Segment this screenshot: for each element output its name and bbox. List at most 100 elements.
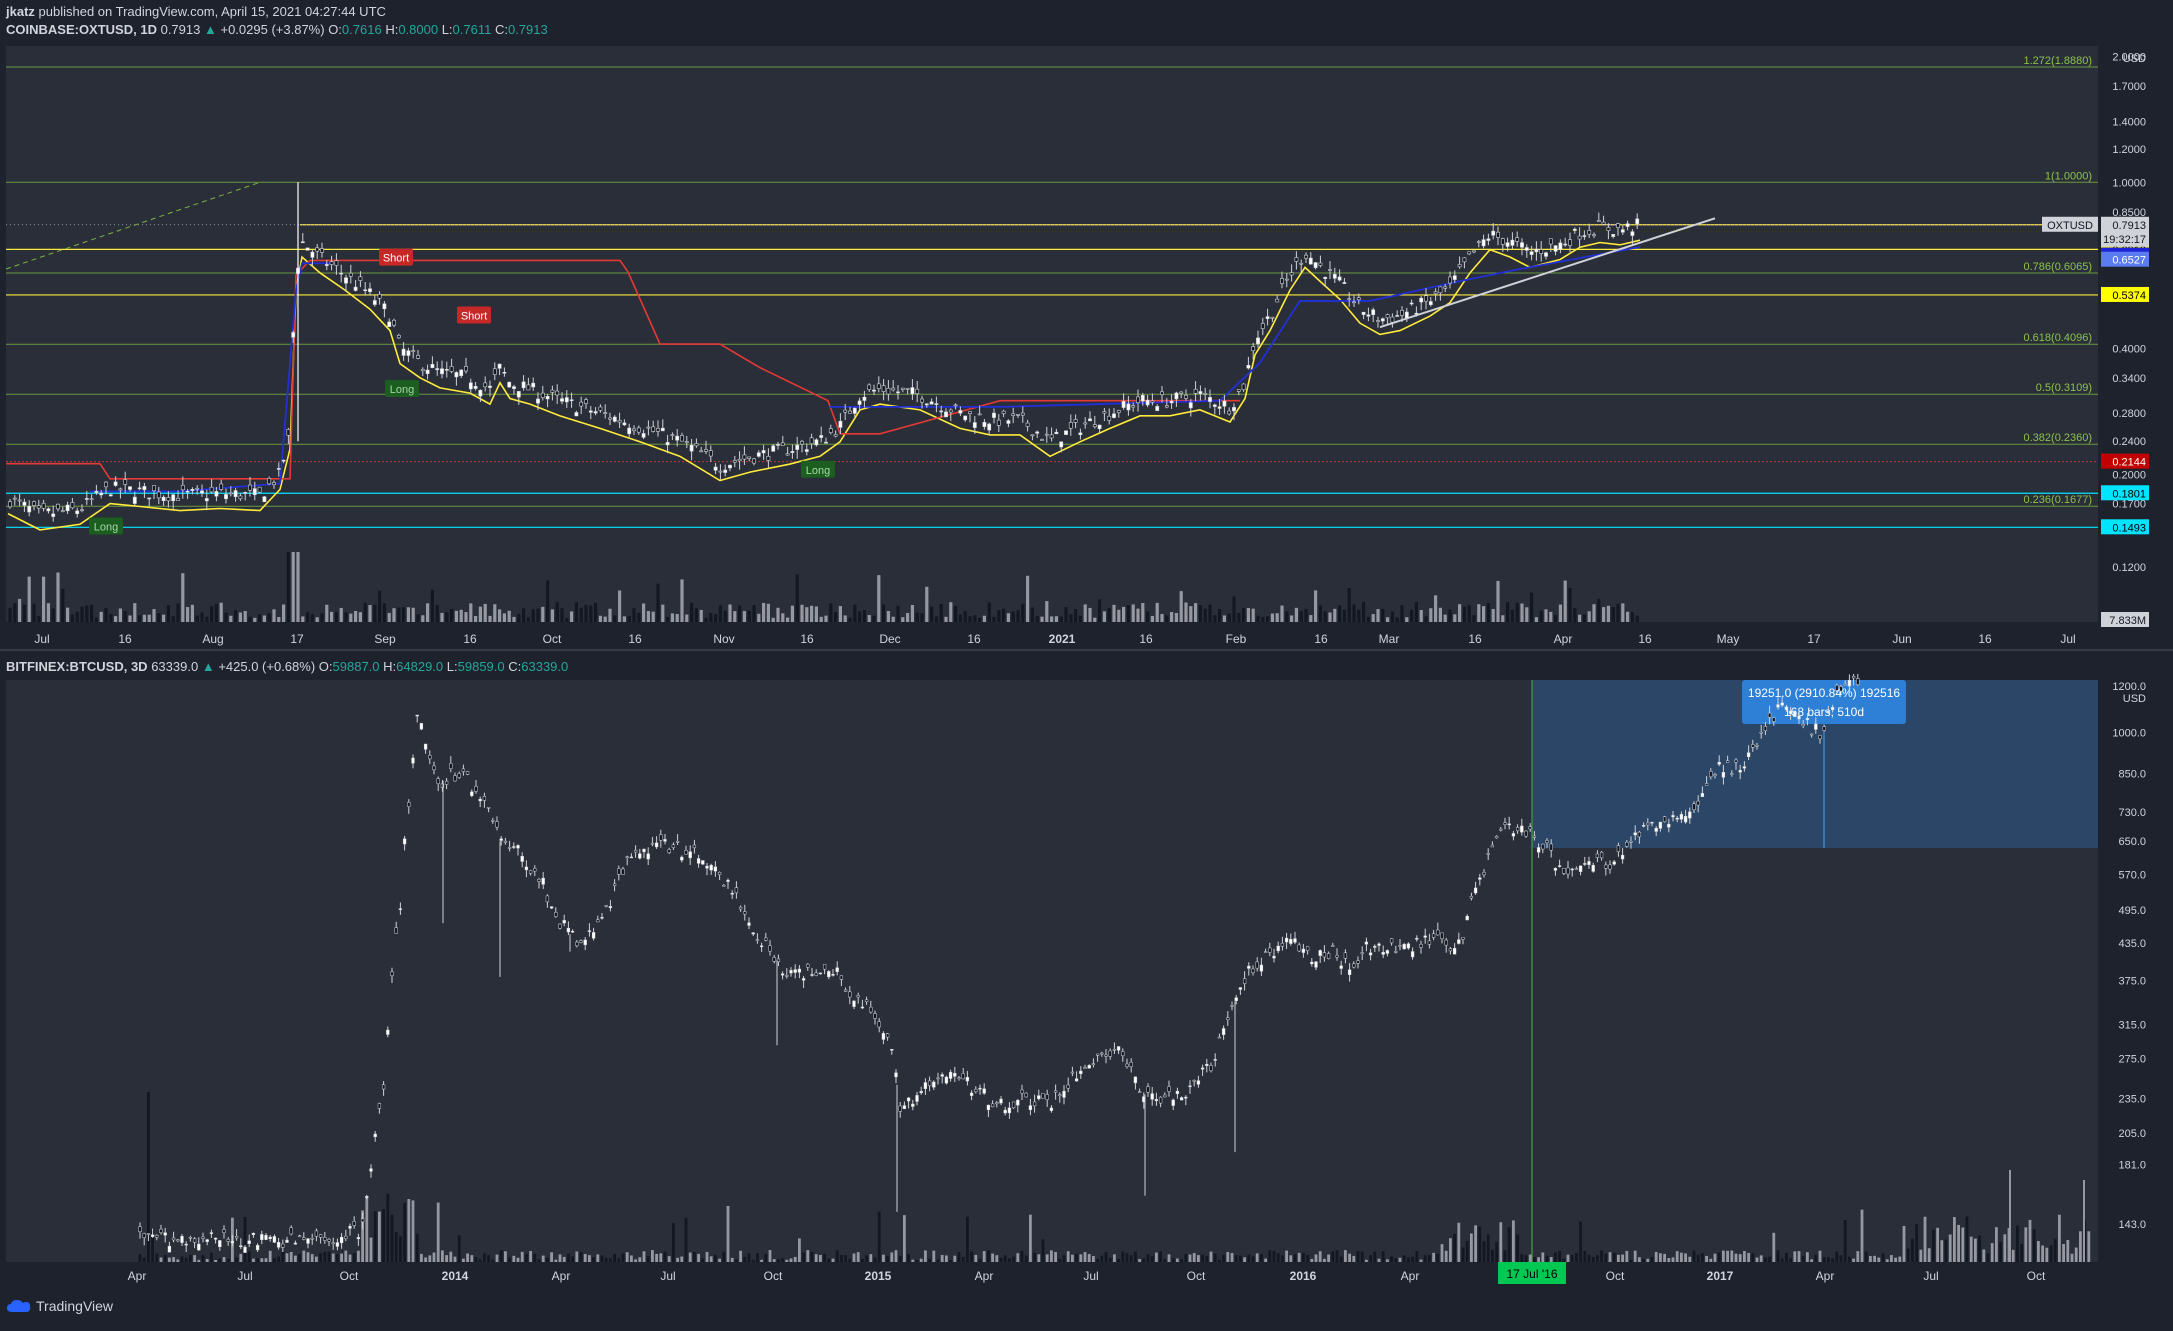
panel1-volume-bar xyxy=(1208,604,1212,622)
panel2-candle-body xyxy=(1671,815,1675,818)
panel1-red-line xyxy=(6,259,1240,480)
panel2-candle-body xyxy=(1238,987,1243,990)
panel1-volume-bar xyxy=(1184,602,1188,622)
panel2-candle-body xyxy=(289,1227,293,1235)
panel2-volume-bar xyxy=(1940,1240,1944,1262)
panel1-volume-bar xyxy=(728,604,732,622)
panel2-candle-body xyxy=(1125,1063,1129,1067)
panel1-volume-bar xyxy=(618,590,622,622)
panel2-volume-bar xyxy=(1575,1252,1578,1262)
panel1-volume-bar xyxy=(886,611,890,622)
panel2-volume-bar xyxy=(1806,1252,1809,1262)
panel1-volume-bar xyxy=(138,615,142,622)
panel1-volume-bar xyxy=(987,602,991,622)
panel2-candle-body xyxy=(734,887,739,894)
panel1-candle-body xyxy=(464,366,468,372)
panel2-candle-body xyxy=(365,1196,369,1198)
panel2-volume-bar xyxy=(1633,1250,1637,1262)
panel1-volume-bar xyxy=(445,611,449,622)
panel1-candle-body xyxy=(166,497,171,502)
panel2-time-tick: Oct xyxy=(1187,1269,1206,1283)
panel2-symbol[interactable]: BITFINEX:BTCUSD, 3D xyxy=(6,659,148,674)
panel2-time-tick: Apr xyxy=(975,1269,994,1283)
panel1-candle-body xyxy=(704,449,708,452)
panel2-candle-body xyxy=(680,856,684,861)
panel1-volume-bar xyxy=(75,611,79,622)
panel2-volume-bar xyxy=(613,1253,616,1262)
panel1-volume-bar xyxy=(344,612,348,622)
panel1-volume-bar xyxy=(877,575,881,622)
panel2-volume-bar xyxy=(974,1254,978,1262)
tradingview-logo[interactable]: TradingView xyxy=(6,1298,113,1314)
panel1-candle-body xyxy=(233,490,238,497)
panel1-candle-body xyxy=(1476,241,1481,243)
panel1-volume-bar xyxy=(603,616,607,622)
panel2-candle-body xyxy=(1541,843,1545,850)
panel2-candle-body xyxy=(629,856,634,859)
panel1-candle-body xyxy=(612,416,617,422)
panel1-candle-body xyxy=(790,451,795,453)
panel1-candle-body xyxy=(1078,432,1083,435)
panel2-candle-body xyxy=(402,838,407,845)
panel1-candle-body xyxy=(1059,441,1064,448)
panel2-candle-body xyxy=(1385,950,1390,954)
panel1-candle-body xyxy=(934,403,939,405)
panel1-volume-bar xyxy=(1304,609,1308,622)
panel1-candle-body xyxy=(80,509,84,512)
panel2-candle-body xyxy=(1305,946,1310,951)
panel2-candle-body xyxy=(558,923,562,929)
panel1-candle-body xyxy=(300,241,305,244)
panel1-candle-body xyxy=(1400,309,1404,316)
panel2-candle-body xyxy=(1503,822,1507,825)
panel1-symbol[interactable]: COINBASE:OXTUSD, 1D xyxy=(6,22,157,37)
panel2-candle-body xyxy=(1436,929,1440,936)
panel2-up-arrow-icon: ▲ xyxy=(201,659,215,674)
panel2-candle-body xyxy=(1419,944,1423,948)
panel1-candle-body xyxy=(123,479,128,485)
panel1-candle-body xyxy=(320,248,324,253)
panel1-legend: COINBASE:OXTUSD, 1D 0.7913 ▲ +0.0295 (+3… xyxy=(6,22,548,37)
panel1-volume-bar xyxy=(1050,616,1054,622)
panel2-candle-body xyxy=(478,798,482,802)
panel2-candle-body xyxy=(293,1242,298,1245)
panel1-candle-body xyxy=(1601,221,1606,225)
panel1-candle-body xyxy=(1088,418,1092,422)
panel1-volume-bar xyxy=(1285,611,1289,622)
author-name[interactable]: jkatz xyxy=(6,4,35,19)
panel1-candle-body xyxy=(1035,431,1040,434)
panel1-candle-body xyxy=(1208,397,1212,402)
panel1-background xyxy=(6,46,2098,622)
panel1-candle-body xyxy=(598,406,603,411)
panel1-candle-body xyxy=(41,502,46,509)
panel2-volume-bar xyxy=(1066,1251,1070,1262)
panel2-volume-bar xyxy=(210,1252,213,1262)
panel1-candle-body xyxy=(27,505,32,513)
panel2-volume-bar xyxy=(1621,1254,1624,1262)
panel2-candle-body xyxy=(1360,952,1364,955)
panel1-volume-bar xyxy=(1429,608,1433,622)
panel1-volume-bar xyxy=(1261,617,1265,622)
panel2-volume-bar xyxy=(840,1255,843,1262)
panel1-volume-bar xyxy=(8,607,12,622)
panel2-candle-body xyxy=(722,884,726,887)
panel1-signal-short: Short xyxy=(461,310,487,322)
panel1-candle-body xyxy=(723,469,728,473)
panel1-candle-body xyxy=(406,350,411,356)
panel2-candle-body xyxy=(1263,951,1268,953)
panel1-candle-body xyxy=(252,488,257,496)
panel1-time-tick: Jun xyxy=(1892,632,1911,646)
panel1-candle-body xyxy=(862,396,867,401)
panel1-time-tick: Mar xyxy=(1379,632,1400,646)
panel2-volume-bar xyxy=(1705,1255,1708,1262)
panel1-candle-body xyxy=(89,498,94,501)
panel2-volume-bar xyxy=(575,1251,579,1262)
panel2-volume-bar xyxy=(709,1256,713,1262)
panel2-volume-bar xyxy=(1747,1253,1750,1262)
panel2-volume-bar xyxy=(957,1252,961,1262)
panel2-volume-bar xyxy=(373,1211,377,1262)
panel2-volume-bar xyxy=(1129,1255,1133,1262)
panel2-candle-body xyxy=(1297,944,1301,952)
